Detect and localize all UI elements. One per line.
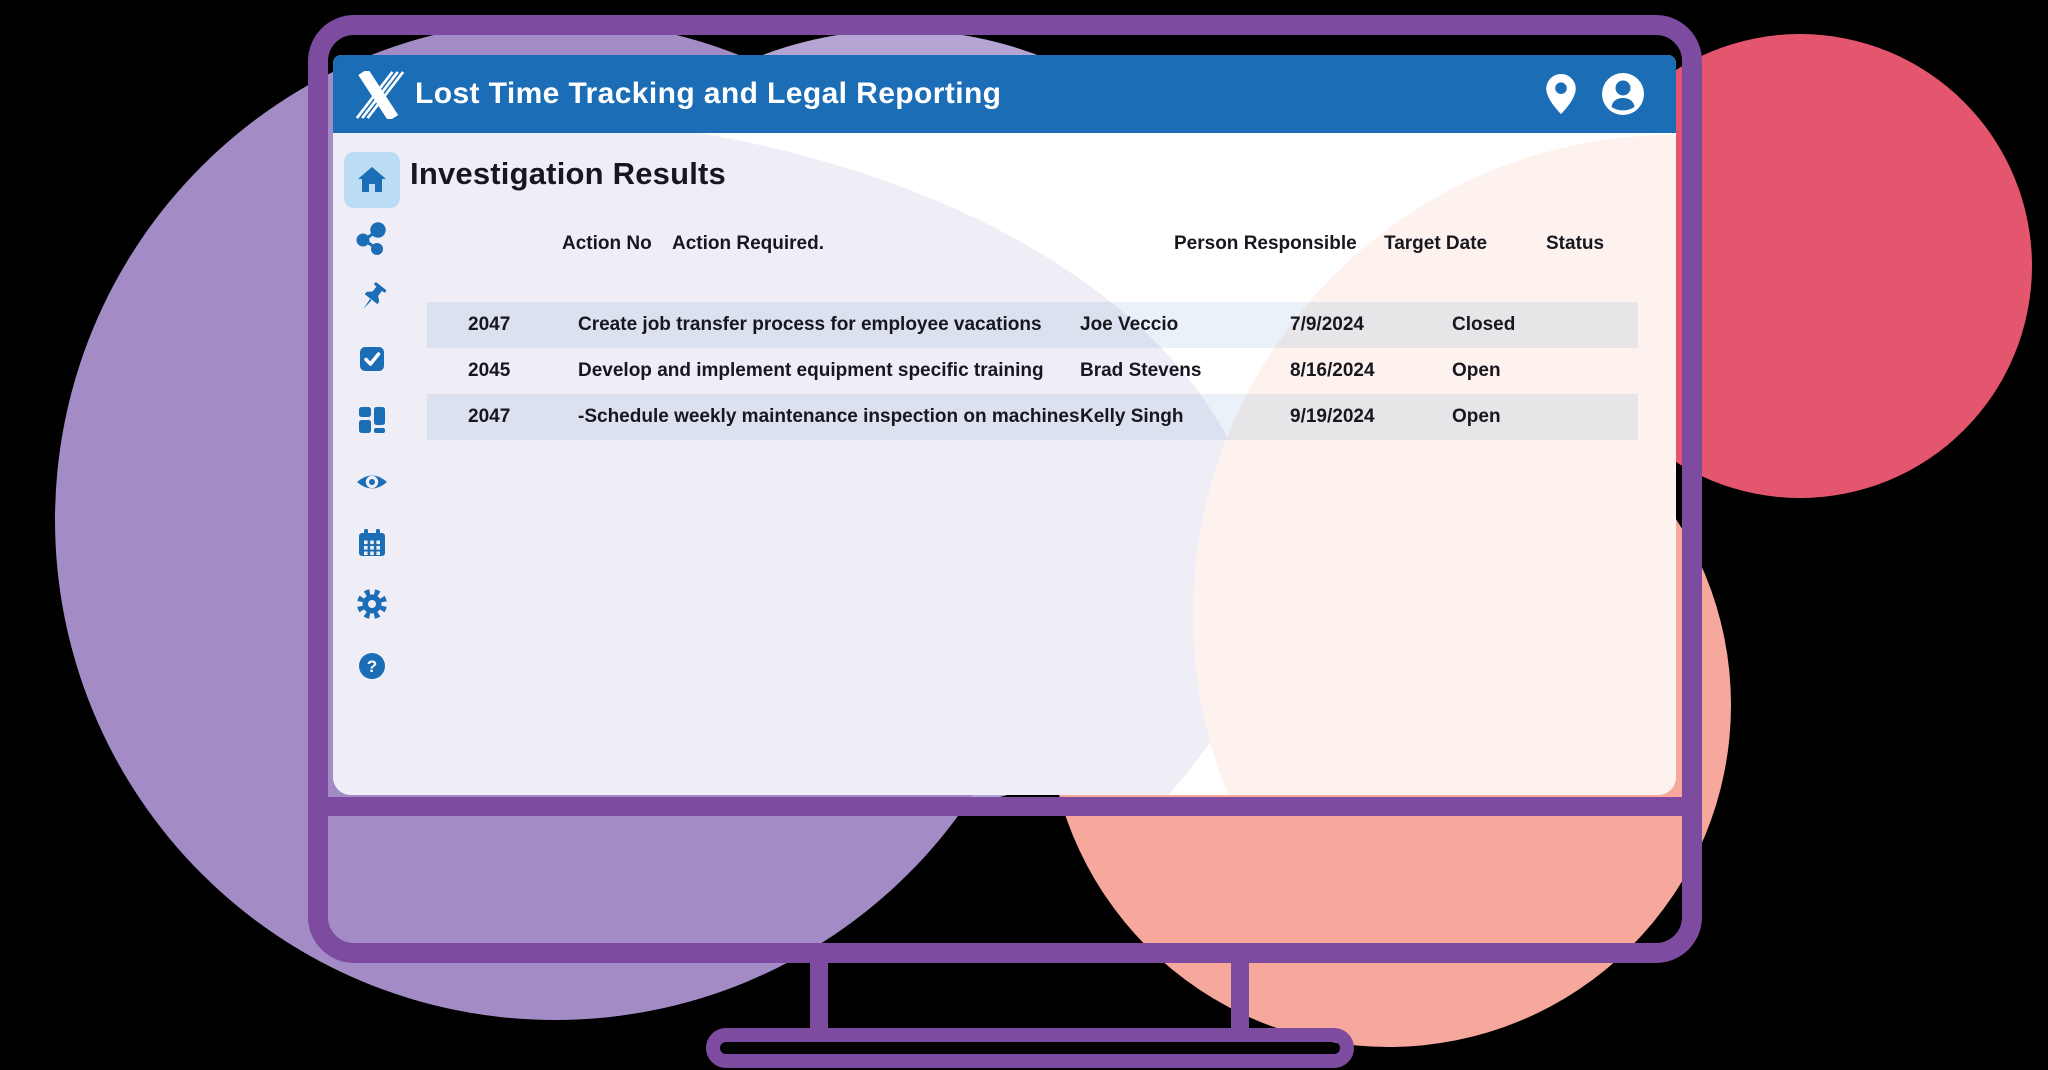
status-badge: Open [1452,360,1501,381]
calendar-icon [359,529,385,556]
checkbox-icon [360,347,384,371]
app-window: Lost Time Tracking and Legal Reporting [333,55,1676,795]
sidebar-item-dashboard[interactable] [355,403,389,437]
location-icon[interactable] [1546,74,1576,114]
cell-action-required: Create job transfer process for employee… [578,314,1042,335]
column-header-action-required: Action Required. [672,233,825,254]
sidebar-item-calendar[interactable] [355,526,389,560]
page-title: Investigation Results [410,156,726,191]
svg-text:?: ? [367,657,377,676]
table-header-row: Action No Action Required. Person Respon… [427,231,1638,257]
table-row[interactable]: 2047 Create job transfer process for emp… [427,302,1638,348]
table-row[interactable]: 2047 -Schedule weekly maintenance inspec… [427,394,1638,440]
column-header-target-date: Target Date [1384,233,1488,254]
monitor-stand-leg-left [810,953,828,1030]
user-icon[interactable] [1601,72,1645,116]
monitor-stand-base [706,1028,1354,1068]
cell-target-date: 9/19/2024 [1290,406,1375,427]
monitor-stand-leg-right [1231,953,1249,1030]
table-row[interactable]: 2045 Develop and implement equipment spe… [427,348,1638,394]
sidebar-item-help[interactable]: ? [355,649,389,683]
cell-target-date: 7/9/2024 [1290,314,1364,335]
sidebar-item-view[interactable] [355,465,389,499]
cell-action-required: Develop and implement equipment specific… [578,360,1044,381]
cell-target-date: 8/16/2024 [1290,360,1375,381]
share-icon [356,222,386,255]
column-header-person-responsible: Person Responsible [1174,233,1357,254]
column-header-action-no: Action No [562,233,652,254]
status-badge: Open [1452,406,1501,427]
x-logo-icon [355,71,405,119]
monitor-bezel-divider [316,797,1694,816]
gear-icon [357,589,387,619]
help-icon: ? [359,653,385,679]
sidebar-item-tasks[interactable] [355,342,389,376]
sidebar-item-settings[interactable] [355,587,389,621]
home-icon [358,167,386,192]
sidebar-item-home[interactable] [344,152,400,208]
cell-person-responsible: Brad Stevens [1080,360,1202,381]
cell-action-no: 2047 [468,406,511,427]
app-header: Lost Time Tracking and Legal Reporting [333,55,1676,133]
sidebar-item-pin[interactable] [355,281,389,315]
pin-icon [363,282,387,310]
monitor-frame [308,15,1702,963]
dashboard-icon [359,407,385,433]
column-header-status: Status [1546,233,1605,254]
cell-action-no: 2045 [468,360,511,381]
screen-decor-lavender-blob [333,115,1263,795]
status-badge: Closed [1452,314,1516,335]
sidebar-item-share[interactable] [355,221,389,255]
app-title: Lost Time Tracking and Legal Reporting [415,77,1002,110]
cell-action-required: -Schedule weekly maintenance inspection … [578,406,1080,427]
cell-action-no: 2047 [468,314,511,335]
cell-person-responsible: Kelly Singh [1080,406,1184,427]
cell-person-responsible: Joe Veccio [1080,314,1179,335]
eye-icon [357,475,387,489]
